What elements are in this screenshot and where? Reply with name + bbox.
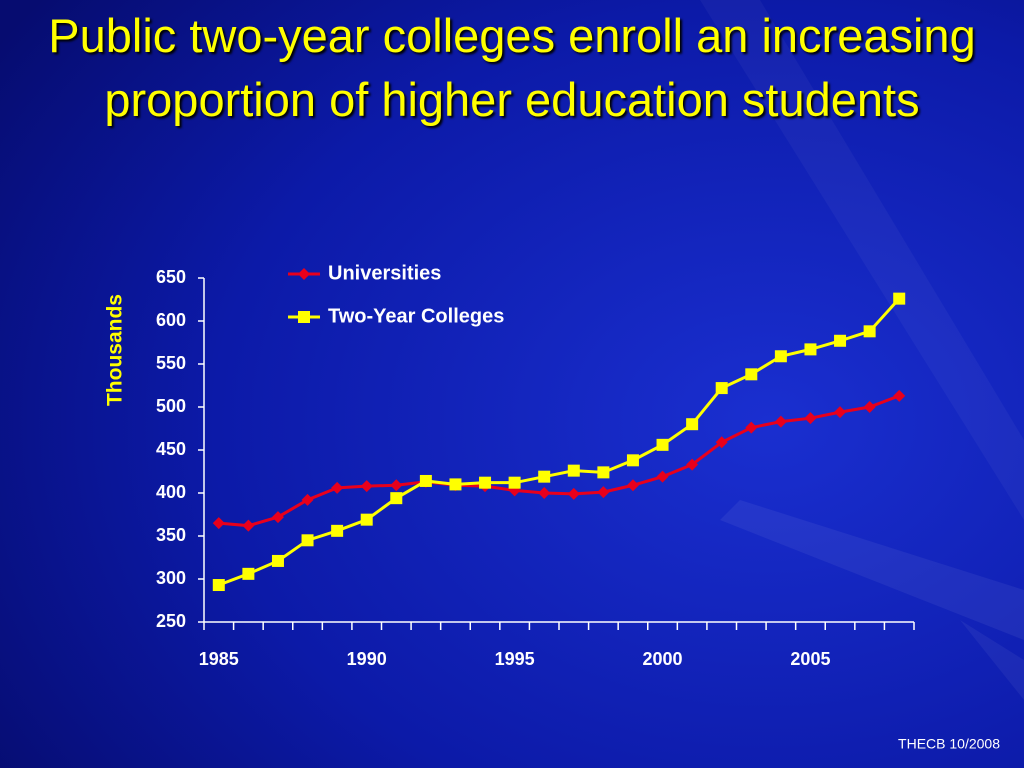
y-tick-label: 500: [156, 396, 186, 416]
data-point: [390, 479, 403, 492]
data-point: [597, 466, 610, 479]
data-point: [331, 524, 344, 537]
y-tick-label: 650: [156, 267, 186, 287]
data-point: [745, 421, 758, 434]
y-axis-label: Thousands: [104, 294, 127, 406]
ray: [700, 0, 1024, 520]
y-tick-label: 450: [156, 439, 186, 459]
y-tick-label: 350: [156, 525, 186, 545]
data-point: [331, 481, 344, 494]
ray: [720, 500, 1024, 640]
data-point: [538, 470, 551, 483]
data-point: [242, 567, 255, 580]
legend-marker: [298, 268, 310, 280]
data-point: [538, 487, 551, 499]
data-point: [804, 343, 817, 356]
data-point: [419, 474, 432, 487]
data-point: [449, 478, 462, 491]
footer: THECB 10/2008: [898, 736, 1000, 752]
y-tick-label: 250: [156, 611, 186, 631]
data-point: [834, 406, 847, 419]
legend-marker: [298, 311, 310, 323]
data-point: [597, 486, 610, 499]
data-point: [271, 511, 284, 524]
data-point: [834, 334, 847, 347]
data-point: [804, 412, 817, 425]
data-point: [479, 476, 492, 489]
x-tick-label: 1995: [495, 649, 535, 669]
data-point: [626, 454, 639, 467]
data-point: [774, 350, 787, 363]
x-tick-label: 1990: [347, 649, 387, 669]
data-point: [212, 579, 225, 592]
data-point: [360, 480, 373, 493]
data-point: [242, 519, 255, 532]
data-point: [745, 368, 758, 381]
data-point: [656, 470, 669, 483]
data-point: [893, 292, 906, 305]
data-point: [567, 487, 580, 500]
ray: [960, 620, 1024, 700]
y-tick-label: 300: [156, 568, 186, 588]
data-point: [656, 438, 669, 451]
data-point: [271, 554, 284, 567]
data-point: [863, 401, 876, 413]
data-point: [567, 464, 580, 477]
y-tick-label: 400: [156, 482, 186, 502]
x-tick-label: 2005: [790, 649, 830, 669]
data-point: [301, 493, 314, 506]
data-point: [715, 436, 728, 449]
data-point: [508, 476, 521, 489]
legend-label: Two-Year Colleges: [328, 305, 504, 327]
data-point: [893, 389, 906, 402]
title-box: Public two-year colleges enroll an incre…: [48, 9, 976, 126]
data-point: [863, 325, 876, 338]
data-point: [686, 458, 699, 471]
legend-label: Universities: [328, 262, 441, 284]
y-tick-label: 550: [156, 353, 186, 373]
data-point: [360, 513, 373, 526]
data-point: [774, 415, 787, 428]
data-point: [715, 382, 728, 395]
data-point: [390, 492, 403, 505]
data-point: [301, 534, 314, 547]
data-point: [686, 418, 699, 431]
data-point: [626, 479, 639, 492]
data-point: [212, 517, 225, 530]
chart-title: Public two-year colleges enroll an incre…: [48, 9, 976, 126]
y-tick-label: 600: [156, 310, 186, 330]
x-tick-label: 1985: [199, 649, 239, 669]
x-tick-label: 2000: [643, 649, 683, 669]
